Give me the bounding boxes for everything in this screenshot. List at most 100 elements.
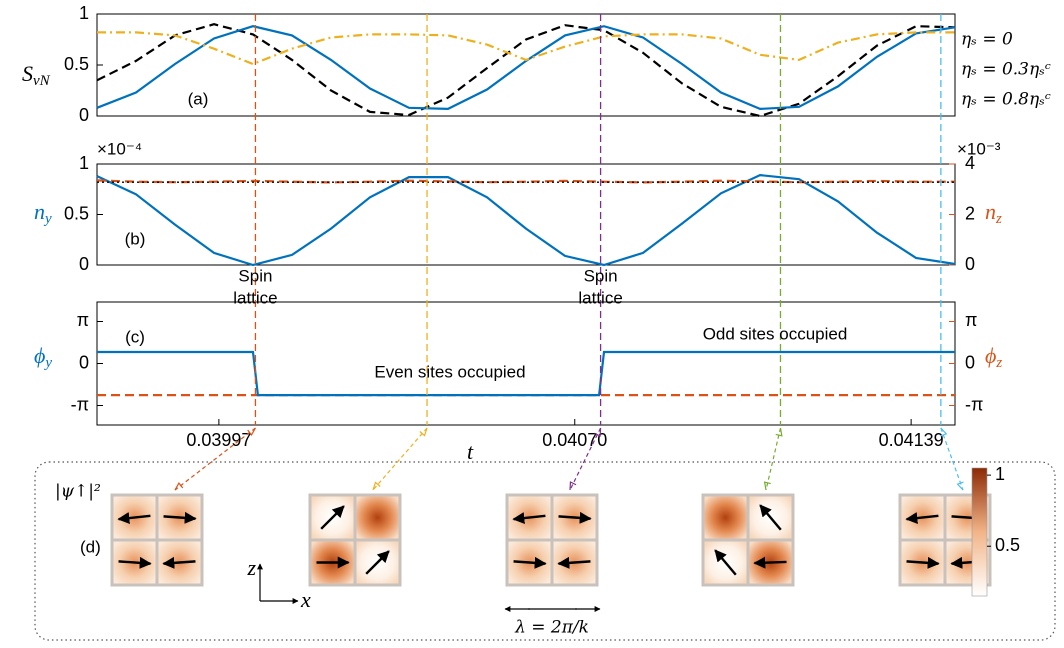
y2-axis-label: nz bbox=[985, 199, 1002, 227]
panel-label: (b) bbox=[125, 229, 146, 248]
plot-frame bbox=[96, 163, 956, 266]
y2-axis-label-base: ϕ bbox=[985, 343, 996, 368]
connector-head bbox=[247, 427, 256, 437]
spin-arrow bbox=[320, 505, 345, 530]
y-tick-label: 0.5 bbox=[64, 54, 89, 74]
x-tick-label: 0.04070 bbox=[542, 430, 607, 450]
y-axis-label: ny bbox=[34, 199, 52, 227]
connector bbox=[569, 427, 602, 491]
spin-arrow bbox=[513, 556, 547, 569]
spin-arrow bbox=[759, 504, 782, 531]
y2-exponent: ×10⁻³ bbox=[957, 139, 1001, 158]
legend-entry: ηₛ = 0 bbox=[961, 30, 1013, 50]
connector bbox=[765, 427, 782, 491]
connector bbox=[372, 427, 428, 491]
y-tick-label: 0 bbox=[79, 352, 89, 372]
series-line bbox=[96, 179, 955, 184]
connector-head bbox=[775, 427, 783, 437]
colorbar-tick-label: 1 bbox=[995, 464, 1005, 484]
y2-tick-label: π bbox=[965, 310, 977, 330]
y2-axis-label-sub: z bbox=[995, 211, 1002, 227]
legend-entry: ηₛ = 0.3ηₛᶜ bbox=[961, 60, 1051, 80]
spin-arrow bbox=[512, 512, 546, 525]
panel-label: (d) bbox=[80, 537, 101, 556]
lattice-cell bbox=[353, 493, 402, 542]
annotation: lattice bbox=[578, 288, 622, 307]
x-tick-label: 0.03997 bbox=[186, 430, 251, 450]
connector-head bbox=[594, 427, 602, 437]
y2-tick-label: -π bbox=[965, 394, 983, 414]
spin-arrow bbox=[905, 512, 939, 525]
legend-entry: ηₛ = 0.8ηₛᶜ bbox=[961, 90, 1051, 110]
spin-arrow bbox=[117, 512, 151, 525]
spin-arrow bbox=[163, 511, 197, 524]
axis-name: z bbox=[246, 555, 256, 580]
connector-head bbox=[956, 481, 964, 491]
series-line bbox=[96, 173, 956, 267]
y2-tick-label: 0 bbox=[965, 352, 975, 372]
series-line bbox=[96, 23, 956, 118]
connector-head bbox=[569, 481, 577, 491]
y-tick-label: 0 bbox=[79, 254, 89, 274]
panel-d-frame bbox=[34, 461, 1056, 641]
panel-label: (c) bbox=[125, 327, 145, 346]
wavelength-label: λ = 2π/k bbox=[514, 618, 589, 638]
annotation: Odd sites occupied bbox=[703, 324, 848, 343]
connector-head bbox=[372, 481, 381, 491]
connector bbox=[174, 427, 256, 491]
series-line bbox=[97, 350, 955, 397]
y-axis-label: SvN bbox=[22, 61, 51, 89]
y2-axis-label-sub: z bbox=[995, 355, 1002, 371]
annotation: Even sites occupied bbox=[374, 362, 525, 381]
plot-frame bbox=[96, 13, 956, 117]
colorbar-tick-label: 0.5 bbox=[995, 535, 1020, 555]
annotation: Spin bbox=[238, 266, 272, 285]
spin-arrow bbox=[558, 511, 592, 524]
y-axis-label-base: ϕ bbox=[34, 343, 45, 368]
y-axis-label-sub: vN bbox=[33, 73, 51, 89]
spin-arrow bbox=[557, 556, 591, 569]
x-tick-label: 0.04139 bbox=[879, 430, 944, 450]
connector-head bbox=[174, 481, 184, 491]
spin-arrow bbox=[162, 556, 196, 569]
quantity-label: |ψ↑|² bbox=[55, 482, 101, 502]
y-tick-label: 0.5 bbox=[64, 203, 89, 223]
annotation: lattice bbox=[233, 288, 277, 307]
series-line bbox=[97, 31, 955, 66]
spin-arrow bbox=[714, 549, 737, 576]
y-axis-label-sub: y bbox=[43, 211, 52, 227]
y2-axis-label-base: n bbox=[985, 199, 996, 224]
y-tick-label: 1 bbox=[79, 153, 89, 173]
spin-arrow bbox=[753, 556, 787, 569]
y-tick-label: 0 bbox=[79, 105, 89, 125]
connector-head bbox=[763, 481, 771, 491]
connector-head bbox=[940, 427, 948, 437]
colorbar bbox=[971, 467, 988, 597]
spin-arrow bbox=[906, 556, 940, 569]
y2-tick-label: 0 bbox=[965, 254, 975, 274]
y-exponent: ×10⁻⁴ bbox=[97, 139, 142, 158]
plot-frame bbox=[96, 301, 956, 426]
connector-head bbox=[419, 427, 428, 437]
connector bbox=[940, 427, 964, 491]
y2-axis-label: ϕz bbox=[985, 343, 1002, 371]
y2-tick-label: 4 bbox=[965, 153, 975, 173]
y-tick-label: 1 bbox=[79, 3, 89, 23]
annotation: Spin bbox=[584, 266, 618, 285]
x-axis-label: t bbox=[467, 439, 474, 464]
lattice-cell bbox=[308, 493, 357, 542]
spin-arrow bbox=[118, 556, 152, 569]
lattice-cell bbox=[701, 493, 750, 542]
y-axis-label: ϕy bbox=[34, 343, 52, 371]
panel-label: (a) bbox=[188, 89, 209, 108]
spin-arrow bbox=[365, 550, 390, 575]
y-tick-label: π bbox=[77, 310, 89, 330]
y-axis-label-base: n bbox=[34, 199, 45, 224]
y-axis-label-sub: y bbox=[43, 355, 52, 371]
y-tick-label: -π bbox=[71, 394, 89, 414]
axis-name: x bbox=[300, 587, 311, 612]
y2-tick-label: 2 bbox=[965, 203, 975, 223]
